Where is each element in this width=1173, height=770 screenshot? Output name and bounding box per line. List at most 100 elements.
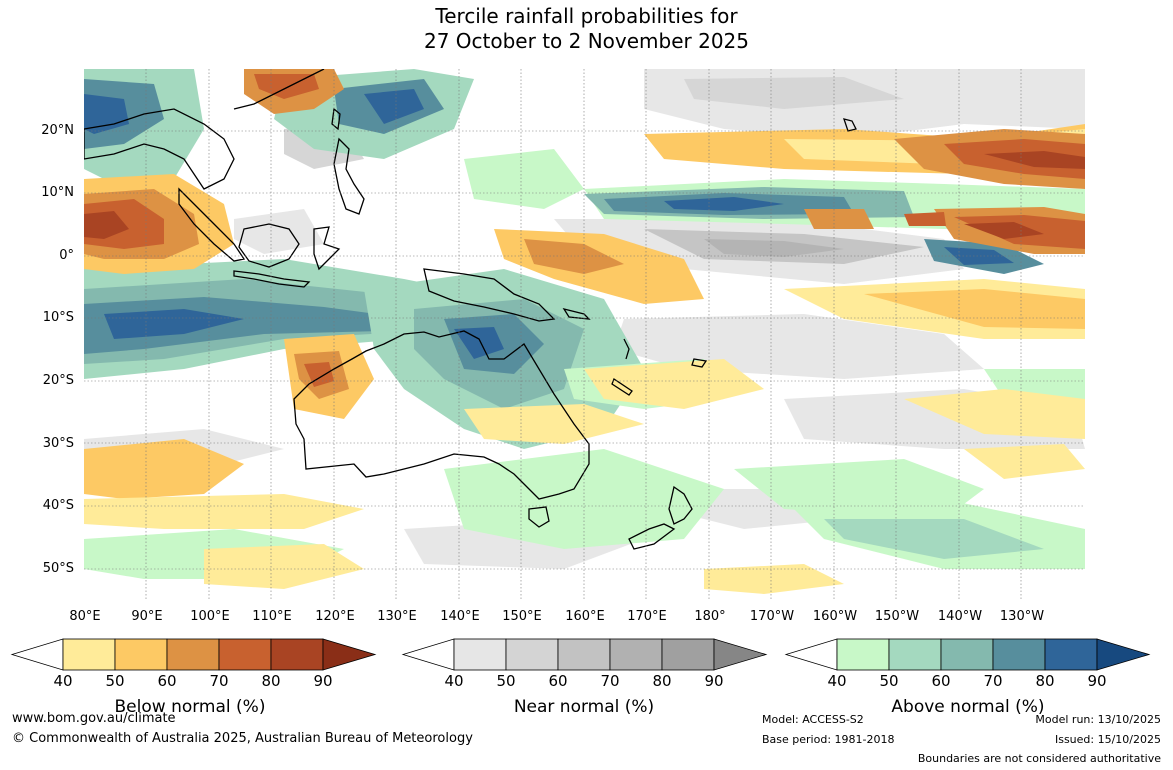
- below-normal-swatch-over-90: [322, 638, 377, 671]
- sulawesi-coast: [313, 226, 341, 271]
- above-tick-40: 40: [827, 672, 847, 690]
- near-normal-colorbar: [401, 638, 768, 671]
- above-normal-swatch-80-90: [1044, 638, 1098, 671]
- lat-label-50s: 50°S: [42, 561, 74, 576]
- near-normal-swatch-over-90: [713, 638, 768, 671]
- above-normal-swatch-60-70: [940, 638, 994, 671]
- taiwan-coast: [331, 107, 341, 131]
- tasmania-coast: [528, 506, 550, 528]
- above-tick-90: 90: [1087, 672, 1107, 690]
- solomon-islands: [562, 307, 591, 320]
- lon-label-120e: 120°E: [315, 609, 355, 624]
- below-tick-50: 50: [105, 672, 125, 690]
- above-tick-60: 60: [931, 672, 951, 690]
- lon-label-140w: 140°W: [937, 609, 983, 624]
- model-name: Model: ACCESS-S2: [762, 713, 864, 726]
- copyright-notice: © Commonwealth of Australia 2025, Austra…: [12, 731, 473, 746]
- near-tick-50: 50: [496, 672, 516, 690]
- rainfall-probability-map: [84, 69, 1085, 600]
- lon-label-150e: 150°E: [502, 609, 542, 624]
- near-normal-swatch-50-60: [505, 638, 559, 671]
- near-tick-40: 40: [444, 672, 464, 690]
- lon-label-180: 180°: [694, 609, 726, 624]
- bom-website-link[interactable]: www.bom.gov.au/climate: [12, 711, 176, 726]
- below-normal-swatch-under-40: [10, 638, 64, 671]
- vanuatu-islands: [623, 338, 630, 360]
- base-period: Base period: 1981-2018: [762, 733, 895, 746]
- model-run-date: Model run: 13/10/2025: [1035, 713, 1161, 726]
- below-tick-40: 40: [53, 672, 73, 690]
- australia-coast: [293, 330, 590, 500]
- near-tick-60: 60: [548, 672, 568, 690]
- mainland-se-asia-coast: [84, 108, 235, 190]
- above-normal-swatch-50-60: [888, 638, 942, 671]
- lat-label-10s: 10°S: [42, 310, 74, 325]
- below-normal-regions: [84, 69, 1085, 594]
- java-coast: [233, 270, 311, 288]
- near-normal-swatch-40-50: [453, 638, 507, 671]
- below-tick-90: 90: [313, 672, 333, 690]
- lon-label-170e: 170°E: [627, 609, 667, 624]
- above-tick-50: 50: [879, 672, 899, 690]
- title-line-1: Tercile rainfall probabilities for: [435, 4, 738, 28]
- philippines-coast: [333, 137, 365, 215]
- above-normal-swatch-under-40: [784, 638, 838, 671]
- lon-label-80e: 80°E: [69, 609, 101, 624]
- lon-label-90e: 90°E: [131, 609, 163, 624]
- lat-lon-grid: [84, 69, 1085, 600]
- above-normal-colorbar: [784, 638, 1151, 671]
- lon-label-110e: 110°E: [252, 609, 292, 624]
- near-normal-swatch-60-70: [557, 638, 611, 671]
- new-guinea-coast: [423, 268, 556, 322]
- lat-label-10n: 10°N: [41, 185, 74, 200]
- lon-label-130w: 130°W: [999, 609, 1045, 624]
- lat-label-40s: 40°S: [42, 498, 74, 513]
- below-normal-swatch-80-90: [270, 638, 324, 671]
- below-normal-swatch-50-60: [114, 638, 168, 671]
- boundaries-disclaimer: Boundaries are not considered authoritat…: [917, 752, 1161, 765]
- new-caledonia: [611, 378, 633, 396]
- above-tick-80: 80: [1035, 672, 1055, 690]
- near-normal-swatch-80-90: [661, 638, 715, 671]
- borneo-coast: [238, 223, 300, 268]
- map-title: Tercile rainfall probabilities for 27 Oc…: [0, 4, 1173, 54]
- lon-label-150w: 150°W: [874, 609, 920, 624]
- fiji-islands: [691, 358, 708, 368]
- lon-label-130e: 130°E: [377, 609, 417, 624]
- new-zealand-north: [668, 485, 693, 525]
- hawaii-coast: [843, 118, 857, 132]
- lon-label-100e: 100°E: [190, 609, 230, 624]
- lat-label-20n: 20°N: [41, 123, 74, 138]
- near-tick-90: 90: [704, 672, 724, 690]
- below-tick-70: 70: [209, 672, 229, 690]
- below-normal-swatch-40-50: [62, 638, 116, 671]
- above-normal-title: Above normal (%): [891, 697, 1045, 717]
- lon-label-170w: 170°W: [749, 609, 795, 624]
- below-normal-swatch-70-80: [218, 638, 272, 671]
- title-line-2: 27 October to 2 November 2025: [423, 29, 750, 53]
- below-normal-swatch-60-70: [166, 638, 220, 671]
- lon-label-140e: 140°E: [440, 609, 480, 624]
- near-normal-title: Near normal (%): [513, 697, 655, 717]
- near-tick-70: 70: [600, 672, 620, 690]
- below-tick-60: 60: [157, 672, 177, 690]
- near-normal-swatch-under-40: [401, 638, 455, 671]
- lat-label-20s: 20°S: [42, 373, 74, 388]
- map-canvas: [84, 69, 1085, 600]
- below-normal-colorbar: [10, 638, 377, 671]
- lat-label-0: 0°: [59, 248, 74, 263]
- lon-label-160e: 160°E: [565, 609, 605, 624]
- sumatra-coast: [178, 187, 246, 262]
- coastlines: [84, 69, 857, 550]
- below-tick-80: 80: [261, 672, 281, 690]
- lon-label-160w: 160°W: [812, 609, 858, 624]
- new-zealand-south: [628, 523, 676, 550]
- issued-date: Issued: 15/10/2025: [1054, 733, 1161, 746]
- near-tick-80: 80: [652, 672, 672, 690]
- above-normal-swatch-40-50: [836, 638, 890, 671]
- above-normal-swatch-70-80: [992, 638, 1046, 671]
- above-tick-70: 70: [983, 672, 1003, 690]
- above-normal-swatch-over-90: [1096, 638, 1151, 671]
- china-coast: [233, 69, 325, 110]
- below-normal-title: Below normal (%): [114, 697, 266, 717]
